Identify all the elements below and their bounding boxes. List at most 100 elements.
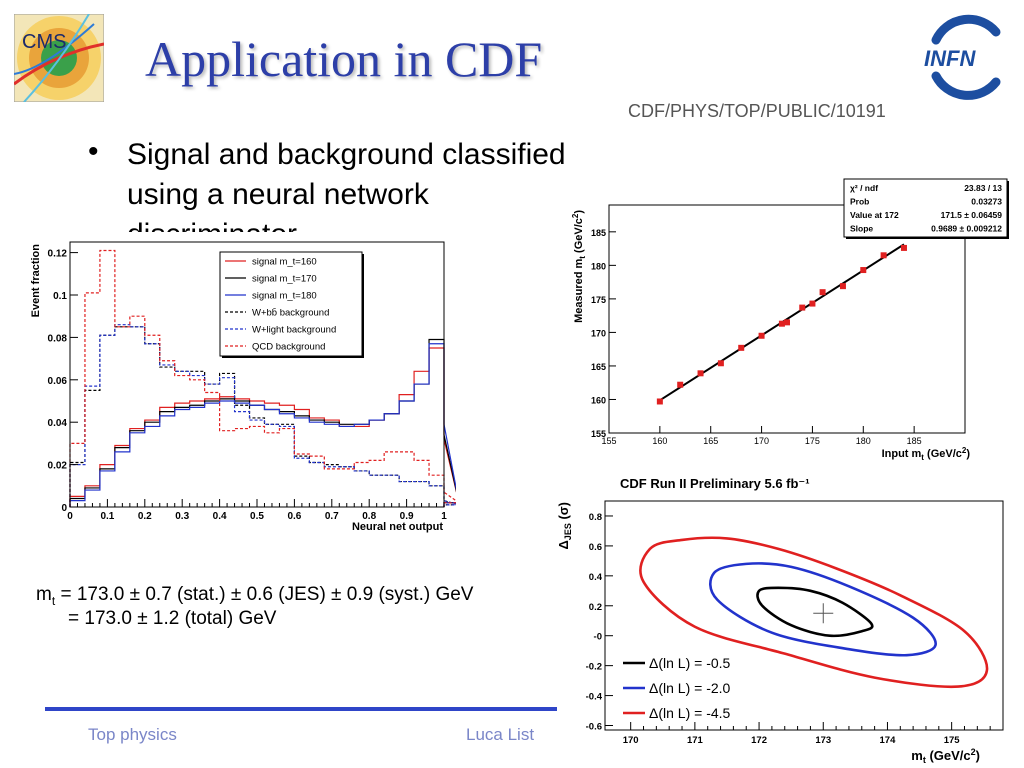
cal-x-tick-label: 155: [601, 436, 616, 446]
cal-x-tick-label: 175: [805, 436, 820, 446]
cal-data-point: [778, 320, 785, 327]
nn-y-tick-label: 0.06: [48, 376, 68, 387]
cal-data-point: [784, 319, 790, 326]
slide-title: Application in CDF: [145, 31, 543, 87]
cal-plot-area: [656, 243, 907, 405]
contour-y-tick-label: -0.6: [586, 722, 602, 733]
mass-result-line2: = 173.0 ± 1.2 (total) GeV: [68, 608, 277, 629]
contour-frame: [604, 500, 1004, 731]
nn-x-tick-label: 0.4: [213, 511, 227, 522]
nn-y-tick-label: 0.02: [48, 461, 68, 472]
mass-result-line1: mt = 173.0 ± 0.7 (stat.) ± 0.6 (JES) ± 0…: [36, 584, 473, 608]
nn-x-tick-label: 0.1: [100, 511, 114, 522]
nn-y-axis-label: Event fraction: [30, 244, 42, 318]
contour-legend: Δ(ln L) = -0.5 Δ(ln L) = -2.0 Δ(ln L) = -4…: [623, 655, 731, 721]
nn-x-tick-label: 0: [67, 511, 73, 522]
nn-series-5: [69, 249, 456, 507]
contour-2: [639, 536, 989, 689]
cms-logo: CMS: [14, 14, 104, 102]
cal-x-tick-label: 160: [652, 436, 667, 446]
nn-x-tick-label: 0.2: [138, 511, 152, 522]
nn-x-tick-label: 0.8: [362, 511, 376, 522]
stats-label: χ² / ndf: [850, 183, 878, 193]
nn-legend-label: QCD background: [252, 342, 325, 353]
stats-value: 0.03273: [971, 197, 1002, 207]
cal-data-point: [697, 370, 704, 377]
stats-label: Slope: [850, 224, 873, 234]
nn-plot-area: [69, 249, 456, 507]
cal-x-axis-label: Input mt (GeV/c2): [882, 446, 971, 462]
nn-y-tick-label: 0.08: [48, 333, 68, 344]
contour-1: [709, 562, 937, 657]
cal-data-point: [819, 289, 826, 296]
cal-y-tick-label: 185: [591, 228, 606, 238]
nn-y-tick-label: 0.04: [48, 418, 68, 429]
cal-x-tick-label: 185: [907, 436, 922, 446]
stats-value: 0.9689 ± 0.009212: [931, 224, 1002, 234]
cal-y-tick-label: 180: [591, 261, 606, 271]
nn-y-tick-label: 0.1: [53, 291, 67, 302]
nn-legend-label: W+bb̄ background: [252, 308, 329, 319]
cal-data-point: [839, 283, 846, 290]
cal-data-point: [758, 332, 765, 339]
nn-x-tick-label: 1: [441, 511, 447, 522]
nn-x-tick-label: 0.5: [250, 511, 264, 522]
nn-axes: 0 0.1 0.2 0.3 0.4 0.5 0.6 0.7 0.8 0.9 1 0 0.02 0.04 0.…: [48, 241, 447, 522]
cal-data-point: [809, 300, 816, 307]
nn-x-axis-label: Neural net output: [352, 521, 443, 533]
nn-x-tick-label: 0.3: [175, 511, 189, 522]
cal-data-point: [656, 398, 663, 405]
nn-x-tick-label: 0.9: [400, 511, 414, 522]
contour-y-tick-label: 0.4: [589, 572, 603, 583]
cal-y-tick-label: 170: [591, 328, 606, 338]
cal-frame: [608, 204, 966, 434]
fit-stats-box: χ² / ndf 23.83 / 13 Prob 0.03273 Value at 17…: [843, 178, 1009, 239]
contour-y-tick-label: -0.2: [586, 662, 602, 673]
contour-x-tick-label: 174: [880, 735, 897, 746]
footer-topic: Top physics: [88, 725, 177, 744]
contour-y-tick-label: 0.2: [589, 602, 602, 613]
stats-label: Value at 172: [850, 210, 899, 220]
cal-data-point: [900, 244, 907, 251]
contour-chart: CDF Run II Preliminary 5.6 fb⁻¹ 170 171 17…: [548, 468, 1014, 768]
contour-x-tick-label: 172: [751, 735, 767, 746]
contour-axes: 170 171 172 173 174 175 -0.6 -0.4 -0.2 -0 0.2 0.4 0.…: [586, 500, 1004, 746]
stats-box: [843, 178, 1008, 238]
cal-data-point: [799, 304, 806, 311]
contour-x-tick-label: 171: [687, 735, 704, 746]
contour-y-tick-label: 0.6: [589, 542, 602, 553]
contour-y-tick-label: -0: [594, 632, 602, 643]
cal-data-point: [717, 360, 724, 367]
contour-y-tick-label: -0.4: [586, 692, 603, 703]
cms-logo-text: CMS: [22, 31, 66, 53]
contour-x-tick-label: 173: [815, 735, 831, 746]
contour-legend-label: Δ(ln L) = -4.5: [649, 705, 731, 721]
contour-x-tick-label: 170: [623, 735, 639, 746]
cal-data-point: [880, 252, 887, 259]
stats-label: Prob: [850, 197, 869, 207]
mt-subscript: t: [51, 593, 56, 608]
contour-legend-label: Δ(ln L) = -2.0: [649, 680, 731, 696]
mt-symbol: m: [36, 584, 52, 605]
mass-result-values: = 173.0 ± 0.7 (stat.) ± 0.6 (JES) ± 0.9 …: [55, 584, 474, 605]
footer-divider: [45, 707, 557, 711]
nn-legend-label: signal m_t=170: [252, 274, 317, 285]
nn-legend-box: [219, 251, 363, 357]
nn-output-chart: 0 0.1 0.2 0.3 0.4 0.5 0.6 0.7 0.8 0.9 1 0 0.02 0.04 0.…: [28, 232, 456, 534]
contour-x-tick-label: 175: [944, 735, 961, 746]
cal-x-tick-label: 180: [856, 436, 871, 446]
bullet-marker: •: [88, 135, 99, 168]
cal-axes: 155 160 165 170 175 180 185 155 160 165 170 175 180 1…: [591, 204, 966, 446]
nn-y-tick-label: 0.12: [48, 249, 68, 260]
cal-y-tick-label: 175: [591, 295, 606, 305]
nn-y-tick-label: 0: [61, 503, 67, 514]
contour-plot-area: [639, 536, 989, 689]
contour-legend-label: Δ(ln L) = -0.5: [649, 655, 731, 671]
cal-x-tick-label: 165: [703, 436, 718, 446]
cal-x-tick-label: 170: [754, 436, 769, 446]
cal-y-tick-label: 155: [591, 429, 606, 439]
cal-y-axis-label: Measured mt (GeV/c2): [571, 210, 587, 323]
infn-logo-text: INFN: [924, 46, 976, 71]
reference-label: CDF/PHYS/TOP/PUBLIC/10191: [628, 101, 886, 121]
